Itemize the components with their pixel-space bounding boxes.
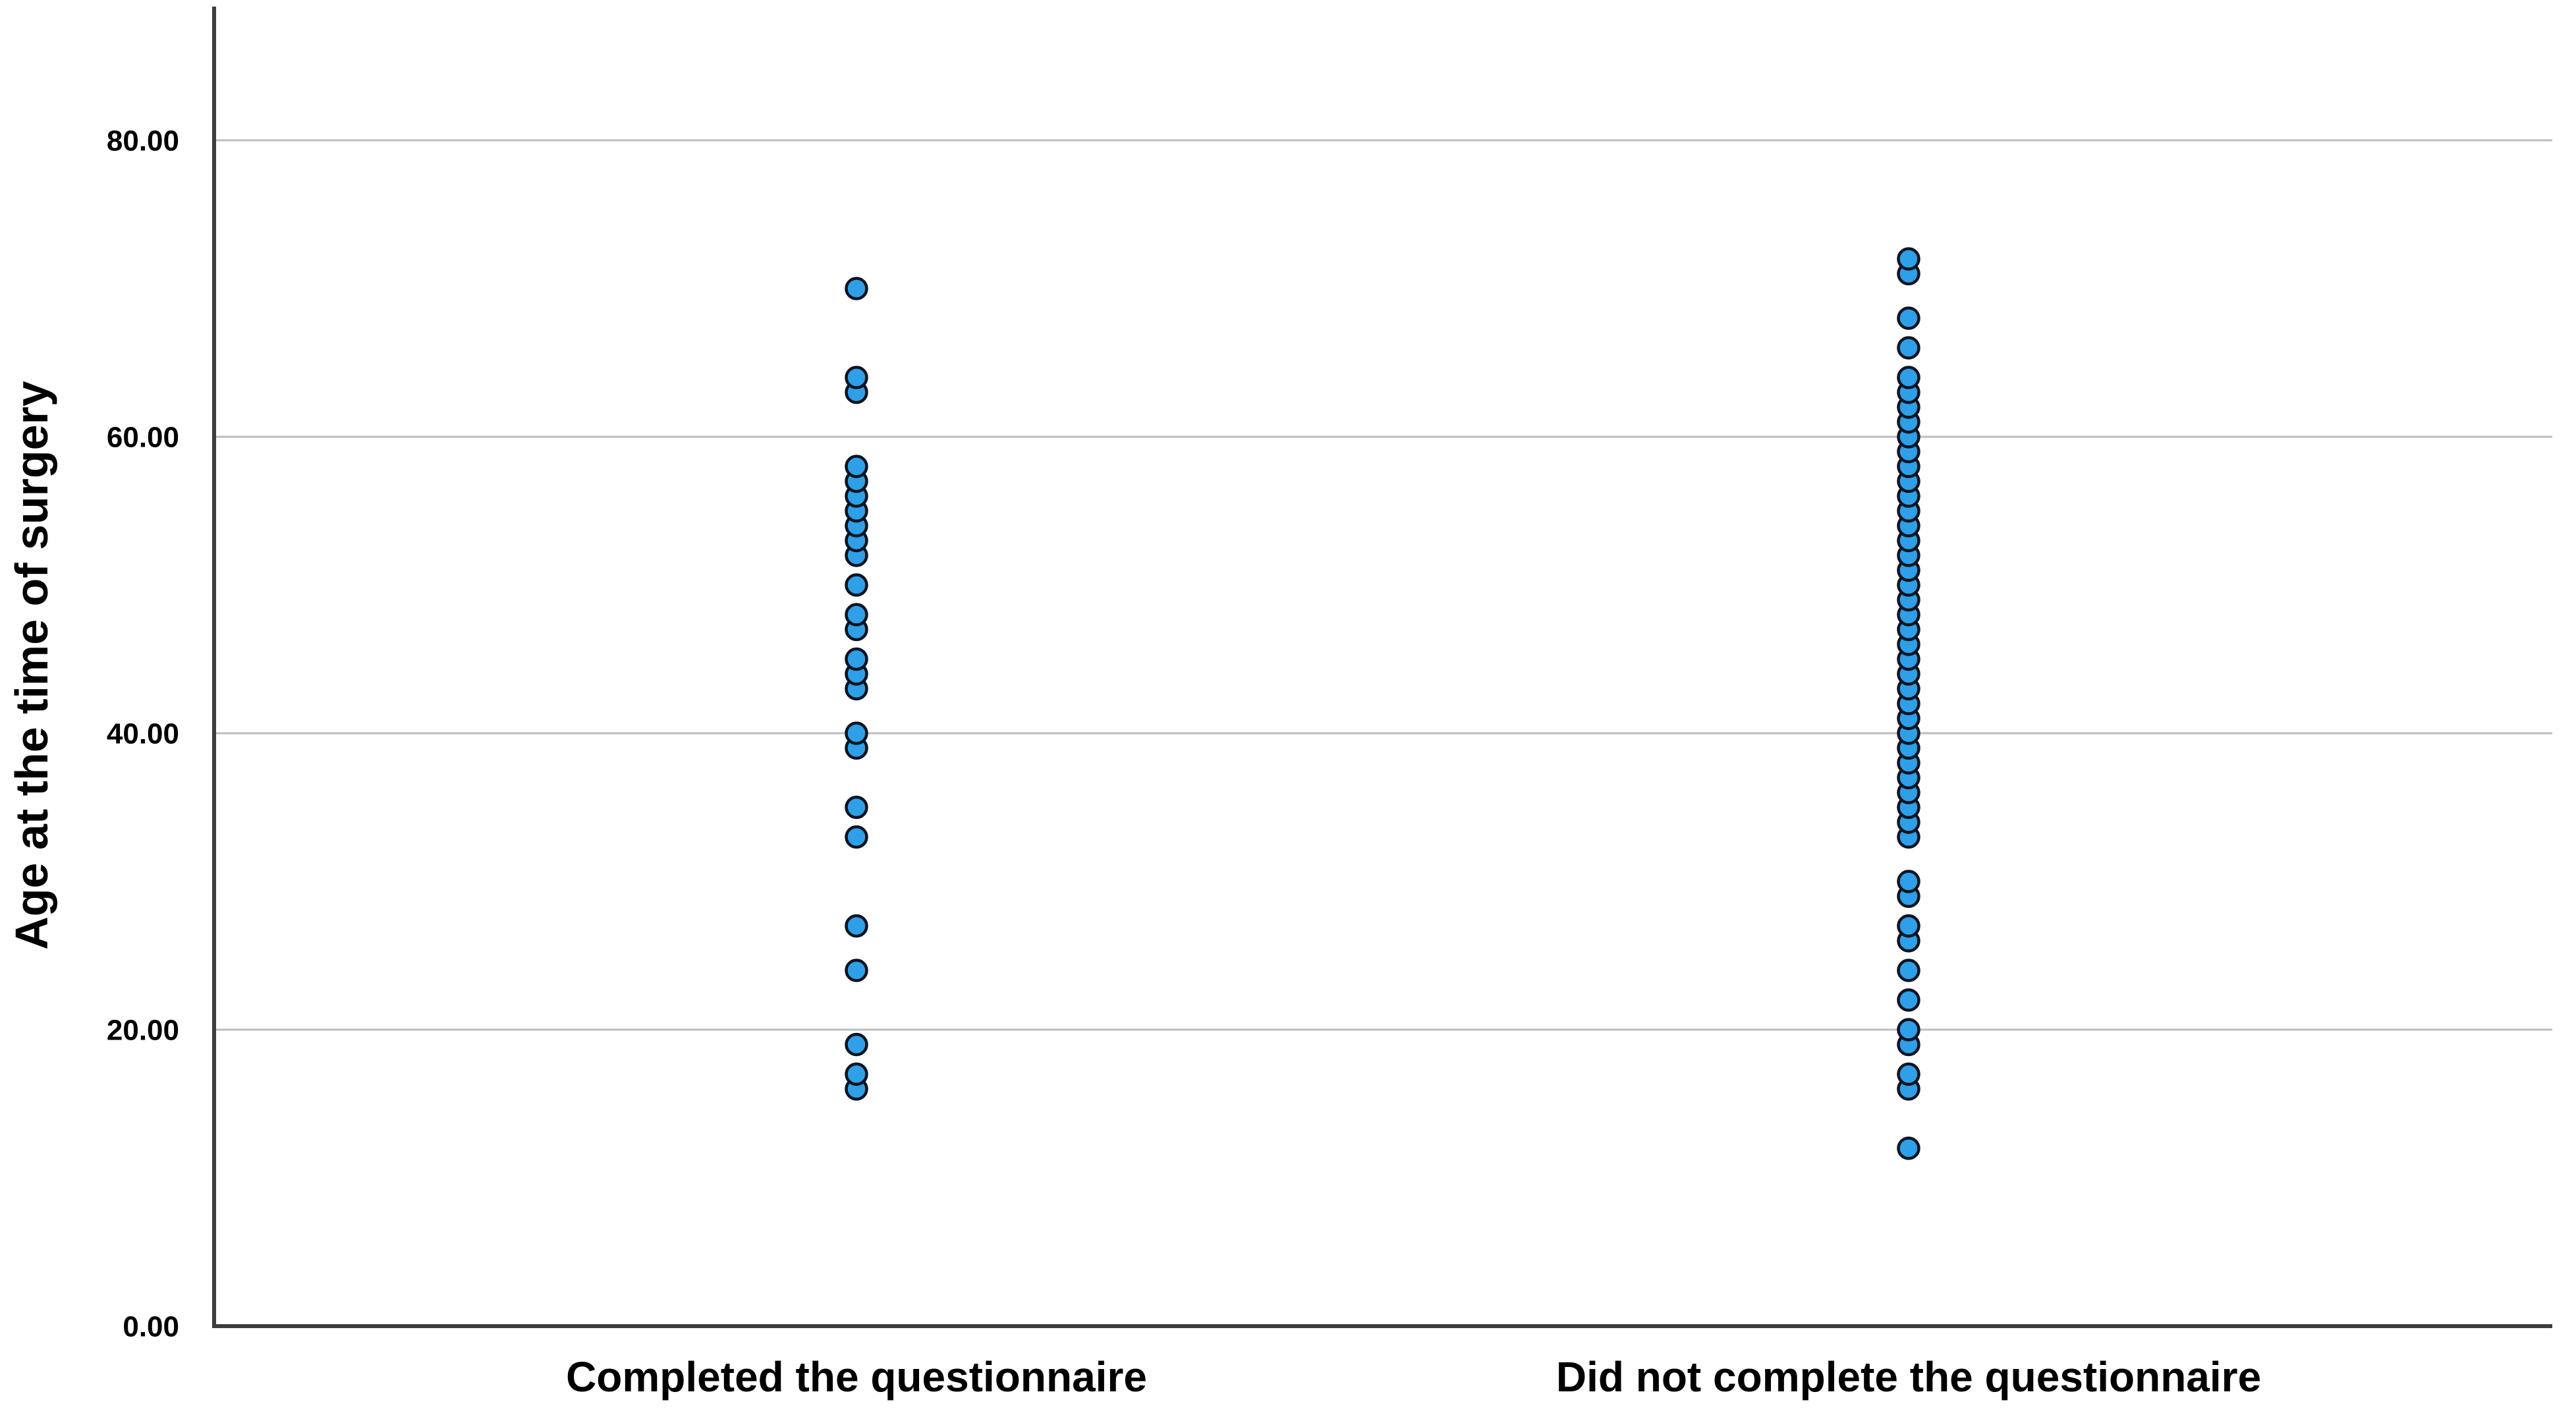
y-tick-label: 80.00 xyxy=(107,125,179,157)
data-point xyxy=(845,647,868,671)
data-point xyxy=(1897,306,1920,330)
y-tick-label: 40.00 xyxy=(107,717,179,750)
data-point xyxy=(845,366,868,389)
category-label-completed: Completed the questionnaire xyxy=(566,1353,1147,1401)
data-point xyxy=(845,455,868,478)
data-point xyxy=(845,795,868,820)
data-point xyxy=(1897,1062,1920,1086)
data-point xyxy=(1897,914,1920,938)
data-points-not-completed xyxy=(1897,247,1920,1160)
category-label-did-not-complete: Did not complete the questionnaire xyxy=(1556,1353,2261,1401)
data-point xyxy=(1897,1136,1920,1160)
data-point xyxy=(1897,336,1920,360)
data-point xyxy=(845,573,868,597)
y-tick-label: 60.00 xyxy=(107,421,179,453)
data-point xyxy=(1897,366,1920,389)
data-point xyxy=(845,277,868,300)
data-point xyxy=(845,825,868,849)
data-point xyxy=(1897,870,1920,893)
data-point xyxy=(845,1032,868,1057)
data-point xyxy=(845,914,868,938)
data-points-completed xyxy=(845,277,868,1101)
data-point xyxy=(1897,988,1920,1012)
gridlines xyxy=(216,139,2552,1031)
y-tick-label: 0.00 xyxy=(123,1310,179,1343)
data-point xyxy=(1897,959,1920,982)
data-point xyxy=(845,721,868,745)
data-point xyxy=(845,959,868,982)
y-tick-label: 20.00 xyxy=(107,1014,179,1046)
data-point xyxy=(1897,1018,1920,1042)
y-axis-title: Age at the time of surgery xyxy=(6,381,57,950)
y-tick-labels: 0.00 20.00 40.00 60.00 80.00 xyxy=(107,125,179,1343)
data-point xyxy=(845,1062,868,1086)
data-point xyxy=(1897,247,1920,271)
data-point xyxy=(845,603,868,627)
